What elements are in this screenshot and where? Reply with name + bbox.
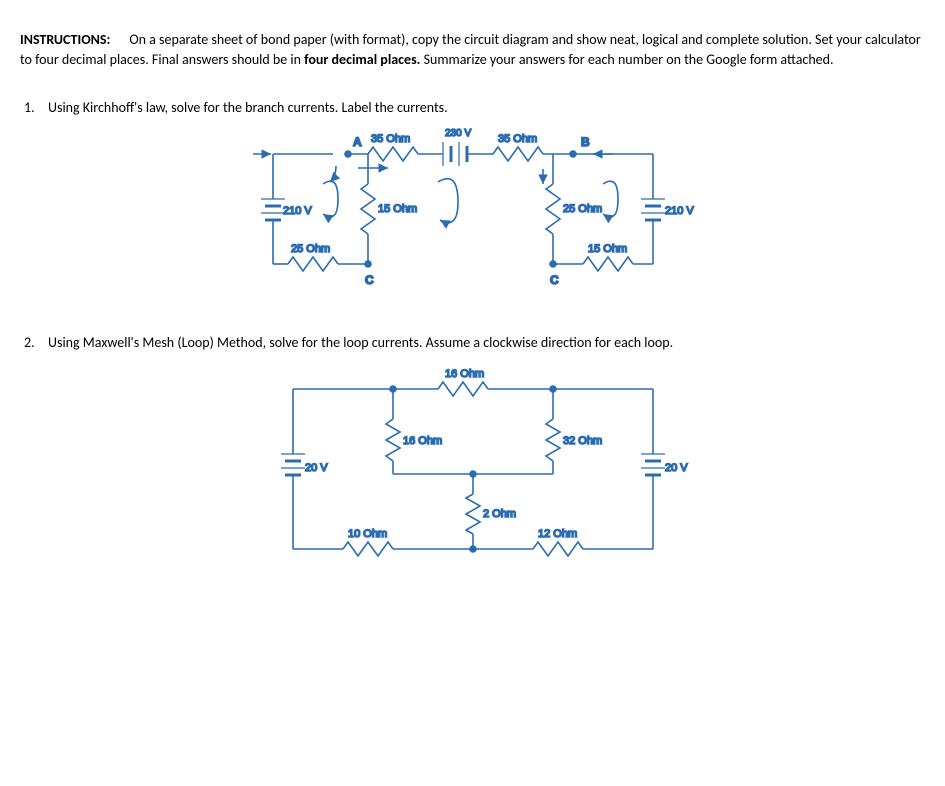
r25-mid-label: 25 Ohm: [563, 203, 602, 215]
r35-right-label: 35 Ohm: [498, 133, 537, 145]
instructions-label: INSTRUCTIONS:: [20, 31, 110, 48]
r16-top-label: 16 Ohm: [445, 368, 484, 380]
r2-bottom-label: 2 Ohm: [483, 508, 516, 520]
question-2: 2. Using Maxwell's Mesh (Loop) Method, s…: [24, 334, 925, 351]
r25-bottom-label: 25 Ohm: [291, 243, 330, 255]
v20-left-label: 20 V: [305, 462, 328, 474]
instructions-body2: Summarize your answers for each number o…: [420, 51, 833, 68]
node-a: A: [353, 135, 362, 149]
r12-bottom-label: 12 Ohm: [538, 528, 577, 540]
r15-bottom-label: 15 Ohm: [588, 243, 627, 255]
circuit-2-diagram: 16 Ohm 20 V 20 V 10 Ohm 12 Ohm 16 Oh: [213, 359, 733, 569]
node-c-left: C: [365, 273, 374, 287]
v210-left-label: 210 V: [283, 205, 312, 217]
circuit-1-diagram: A 35 Ohm 230 V 35 Ohm B 210 V 25 Ohm: [193, 124, 753, 314]
r10-bottom-label: 10 Ohm: [348, 528, 387, 540]
q2-number: 2.: [24, 334, 48, 351]
r32-mid-label: 32 Ohm: [563, 435, 602, 447]
v230-label: 230 V: [445, 128, 471, 139]
r15-mid-label: 15 Ohm: [378, 203, 417, 215]
instructions-block: INSTRUCTIONS: On a separate sheet of bon…: [20, 30, 925, 69]
node-c-right: C: [550, 273, 559, 287]
r35-left-label: 35 Ohm: [371, 133, 410, 145]
node-b: B: [581, 135, 590, 149]
q1-number: 1.: [24, 99, 48, 116]
v210-right-label: 210 V: [665, 205, 694, 217]
v20-right-label: 20 V: [665, 462, 688, 474]
question-1: 1. Using Kirchhoff's law, solve for the …: [24, 99, 925, 116]
r16-mid-label: 16 Ohm: [403, 435, 442, 447]
q1-text: Using Kirchhoff's law, solve for the bra…: [48, 99, 925, 116]
instructions-bold: four decimal places.: [304, 51, 420, 68]
q2-text: Using Maxwell's Mesh (Loop) Method, solv…: [48, 334, 925, 351]
